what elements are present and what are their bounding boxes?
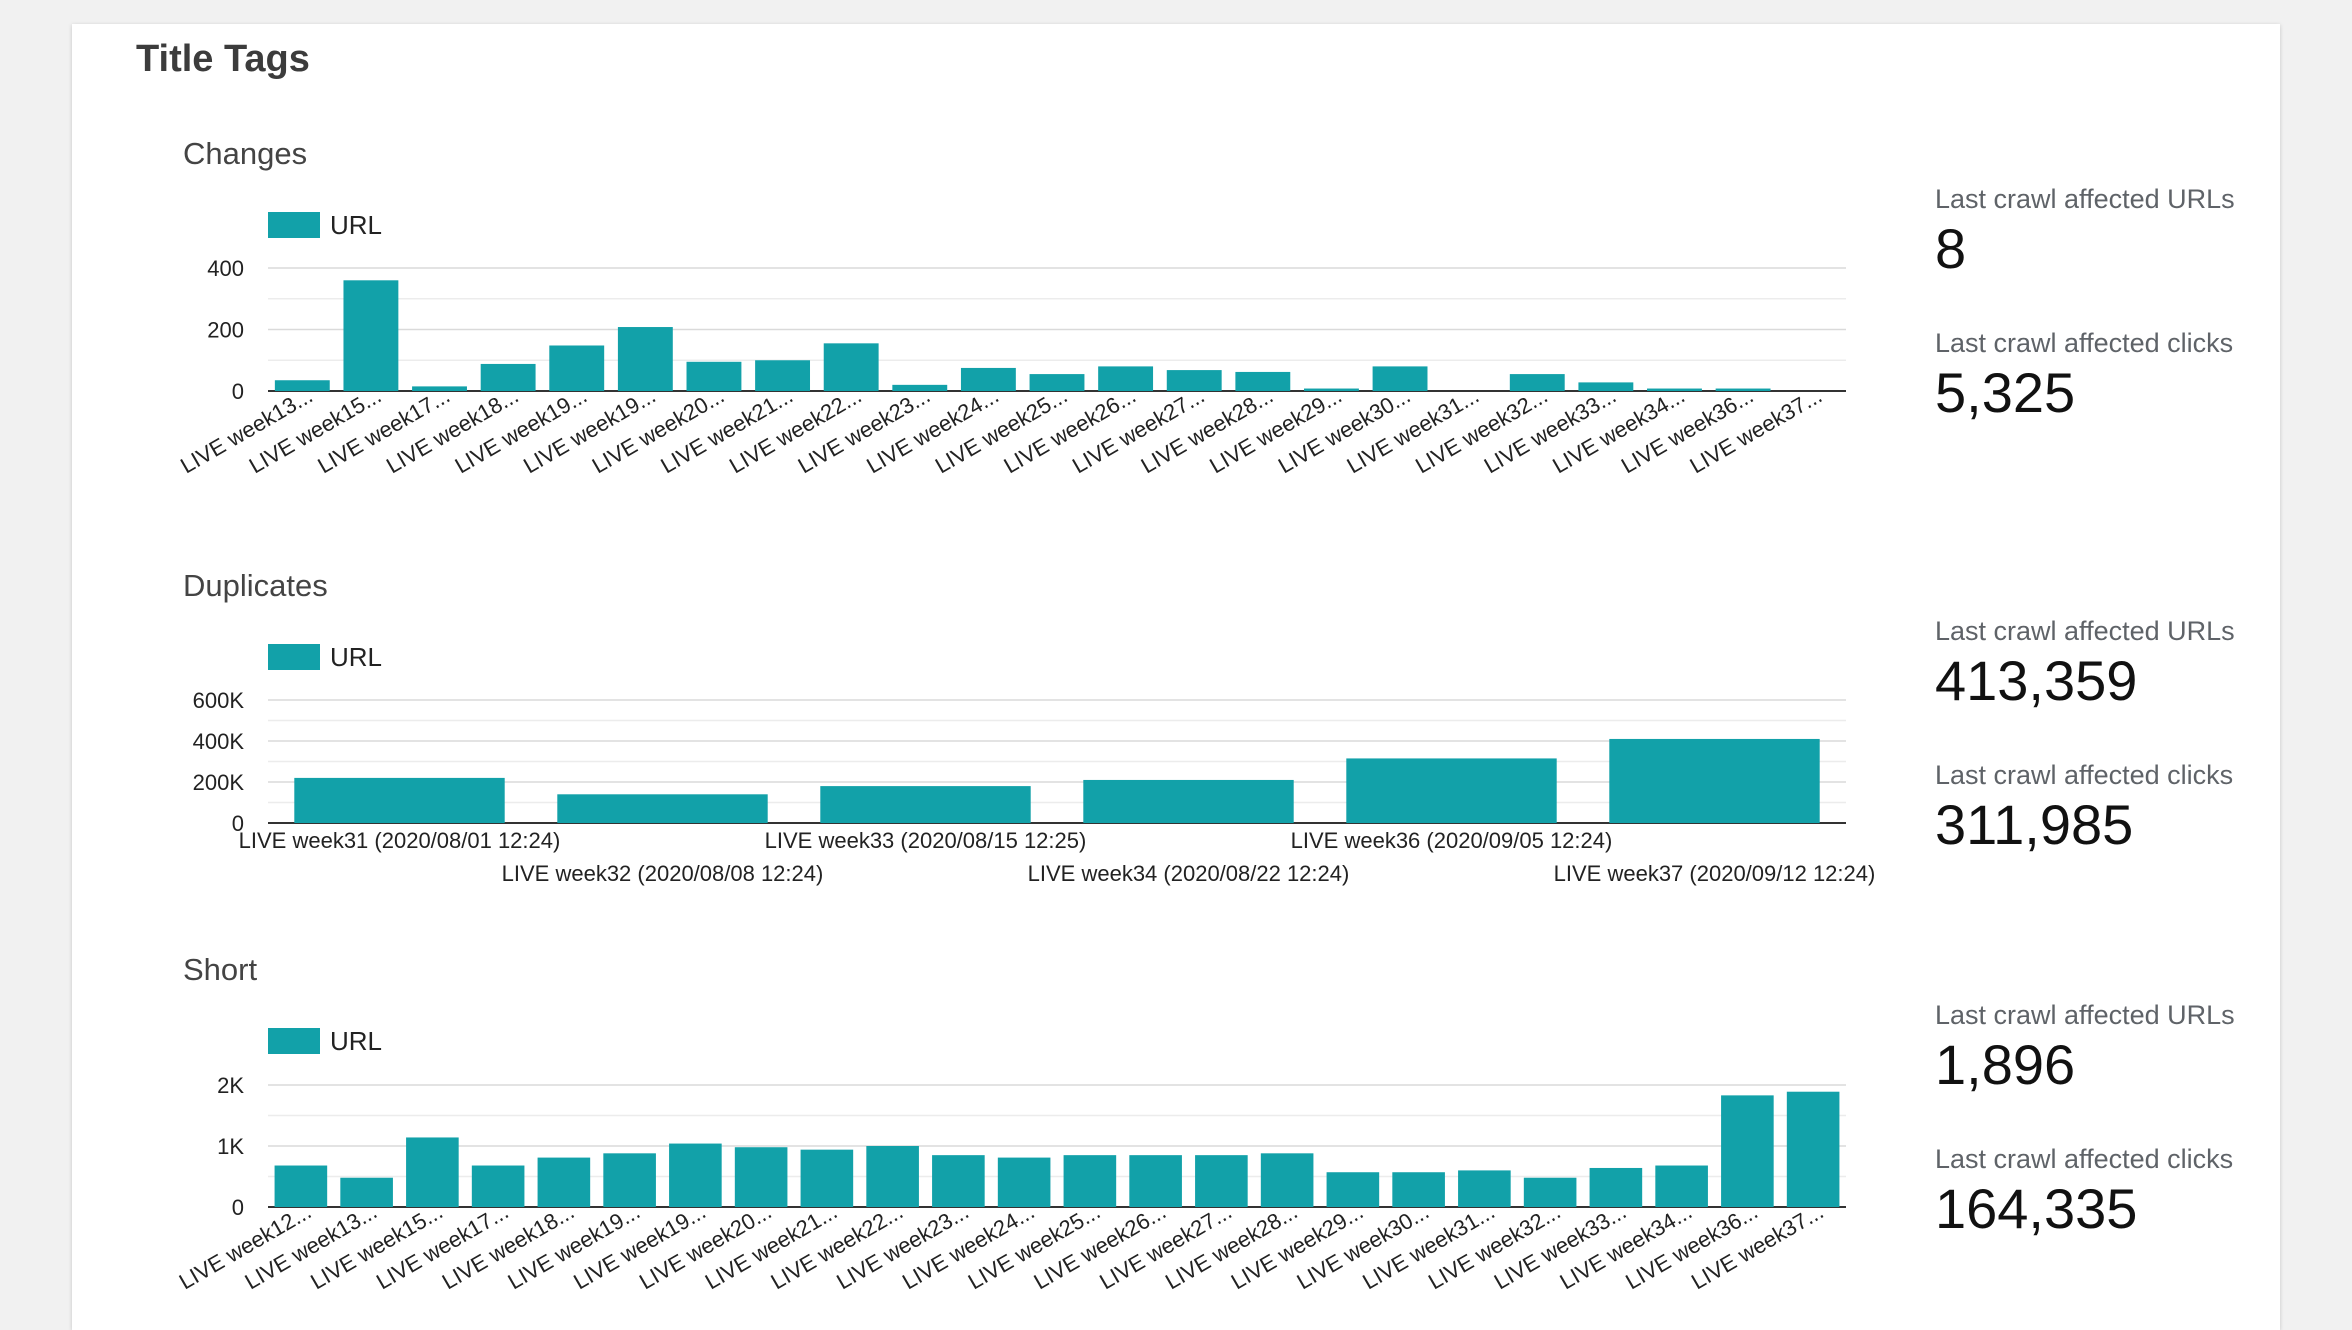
- y-tick-label: 0: [232, 811, 244, 836]
- x-tick-label: LIVE week34 (2020/08/22 12:24): [1028, 861, 1350, 886]
- bar: [549, 345, 605, 391]
- bar: [1609, 738, 1820, 823]
- legend-swatch: [268, 212, 320, 238]
- metric-label-urls: Last crawl affected URLs: [1935, 616, 2235, 646]
- bar: [800, 1149, 854, 1207]
- x-tick-label: LIVE week31 (2020/08/01 12:24): [239, 828, 561, 853]
- y-tick-label: 200: [207, 318, 244, 343]
- bar: [537, 1157, 591, 1207]
- bar: [1458, 1170, 1511, 1207]
- y-tick-label: 600K: [193, 688, 245, 713]
- x-tick-label: LIVE week32 (2020/08/08 12:24): [502, 861, 824, 886]
- bar: [1721, 1095, 1774, 1207]
- x-tick-label: LIVE week33 (2020/08/15 12:25): [765, 828, 1087, 853]
- bar: [1523, 1177, 1577, 1207]
- legend-short[interactable]: URL: [268, 1026, 382, 1056]
- bar: [960, 367, 1016, 391]
- bar: [617, 327, 673, 391]
- metric-value-urls: 1,896: [1935, 1033, 2076, 1096]
- x-tick-label: LIVE week36 (2020/09/05 12:24): [1291, 828, 1613, 853]
- bar: [997, 1157, 1051, 1207]
- bar: [1098, 366, 1154, 391]
- bar: [823, 343, 879, 391]
- section-title-duplicates: Duplicates: [183, 568, 328, 603]
- bar: [1346, 758, 1557, 823]
- bar: [1578, 382, 1634, 391]
- bar: [274, 1165, 328, 1207]
- legend-label: URL: [330, 1025, 383, 1056]
- bar: [1589, 1167, 1643, 1207]
- bar: [1063, 1155, 1117, 1207]
- bar: [480, 363, 536, 391]
- metric-value-urls: 8: [1935, 217, 1967, 280]
- y-tick-label: 200K: [193, 770, 245, 795]
- bar: [294, 777, 505, 823]
- bar: [406, 1137, 459, 1207]
- bar: [866, 1146, 919, 1207]
- legend-label: URL: [330, 641, 383, 672]
- bar: [1326, 1172, 1380, 1207]
- metric-label-clicks: Last crawl affected clicks: [1935, 328, 2234, 358]
- bar: [343, 280, 399, 391]
- bar: [1715, 388, 1771, 391]
- bar: [820, 786, 1031, 823]
- y-tick-label: 2K: [217, 1073, 244, 1098]
- page-title: Title Tags: [136, 38, 310, 80]
- bar: [1166, 370, 1222, 391]
- legend-duplicates[interactable]: URL: [268, 642, 382, 672]
- metric-value-clicks: 311,985: [1935, 793, 2134, 856]
- bar: [1786, 1091, 1840, 1207]
- bar: [412, 386, 467, 391]
- metric-label-urls: Last crawl affected URLs: [1935, 1000, 2235, 1030]
- bar: [669, 1143, 722, 1207]
- bar: [1260, 1153, 1314, 1207]
- metric-value-urls: 413,359: [1935, 649, 2138, 712]
- metric-value-clicks: 164,335: [1935, 1177, 2138, 1240]
- bar: [1195, 1155, 1248, 1207]
- y-tick-label: 1K: [217, 1134, 244, 1159]
- bar: [1083, 779, 1294, 823]
- bar: [471, 1165, 525, 1207]
- bar: [1655, 1165, 1708, 1207]
- metric-value-clicks: 5,325: [1935, 361, 2076, 424]
- y-tick-label: 0: [232, 379, 244, 404]
- legend-swatch: [268, 644, 320, 670]
- legend-swatch: [268, 1028, 320, 1054]
- section-title-short: Short: [183, 952, 258, 987]
- bar: [755, 360, 811, 391]
- y-tick-label: 400K: [193, 729, 245, 754]
- bar: [1029, 374, 1085, 391]
- report-card: [72, 24, 2280, 1330]
- legend-label: URL: [330, 209, 383, 240]
- x-tick-label: LIVE week37 (2020/09/12 12:24): [1554, 861, 1876, 886]
- bar: [1392, 1172, 1445, 1207]
- bar: [686, 361, 742, 391]
- bar: [1235, 371, 1291, 391]
- bar: [932, 1155, 985, 1207]
- y-tick-label: 400: [207, 256, 244, 281]
- bar: [1129, 1155, 1182, 1207]
- bar: [1647, 388, 1702, 391]
- metric-label-clicks: Last crawl affected clicks: [1935, 760, 2234, 790]
- bar: [603, 1153, 656, 1207]
- y-tick-label: 0: [232, 1195, 244, 1220]
- bar: [274, 380, 330, 391]
- bar: [557, 794, 768, 823]
- section-title-changes: Changes: [183, 136, 308, 171]
- bar: [1372, 366, 1428, 391]
- bar: [734, 1147, 788, 1207]
- bar: [1303, 388, 1359, 391]
- legend-changes[interactable]: URL: [268, 210, 382, 240]
- bar: [340, 1177, 393, 1207]
- bar: [1509, 374, 1565, 391]
- metric-label-urls: Last crawl affected URLs: [1935, 184, 2235, 214]
- metric-label-clicks: Last crawl affected clicks: [1935, 1144, 2234, 1174]
- bar: [892, 384, 948, 391]
